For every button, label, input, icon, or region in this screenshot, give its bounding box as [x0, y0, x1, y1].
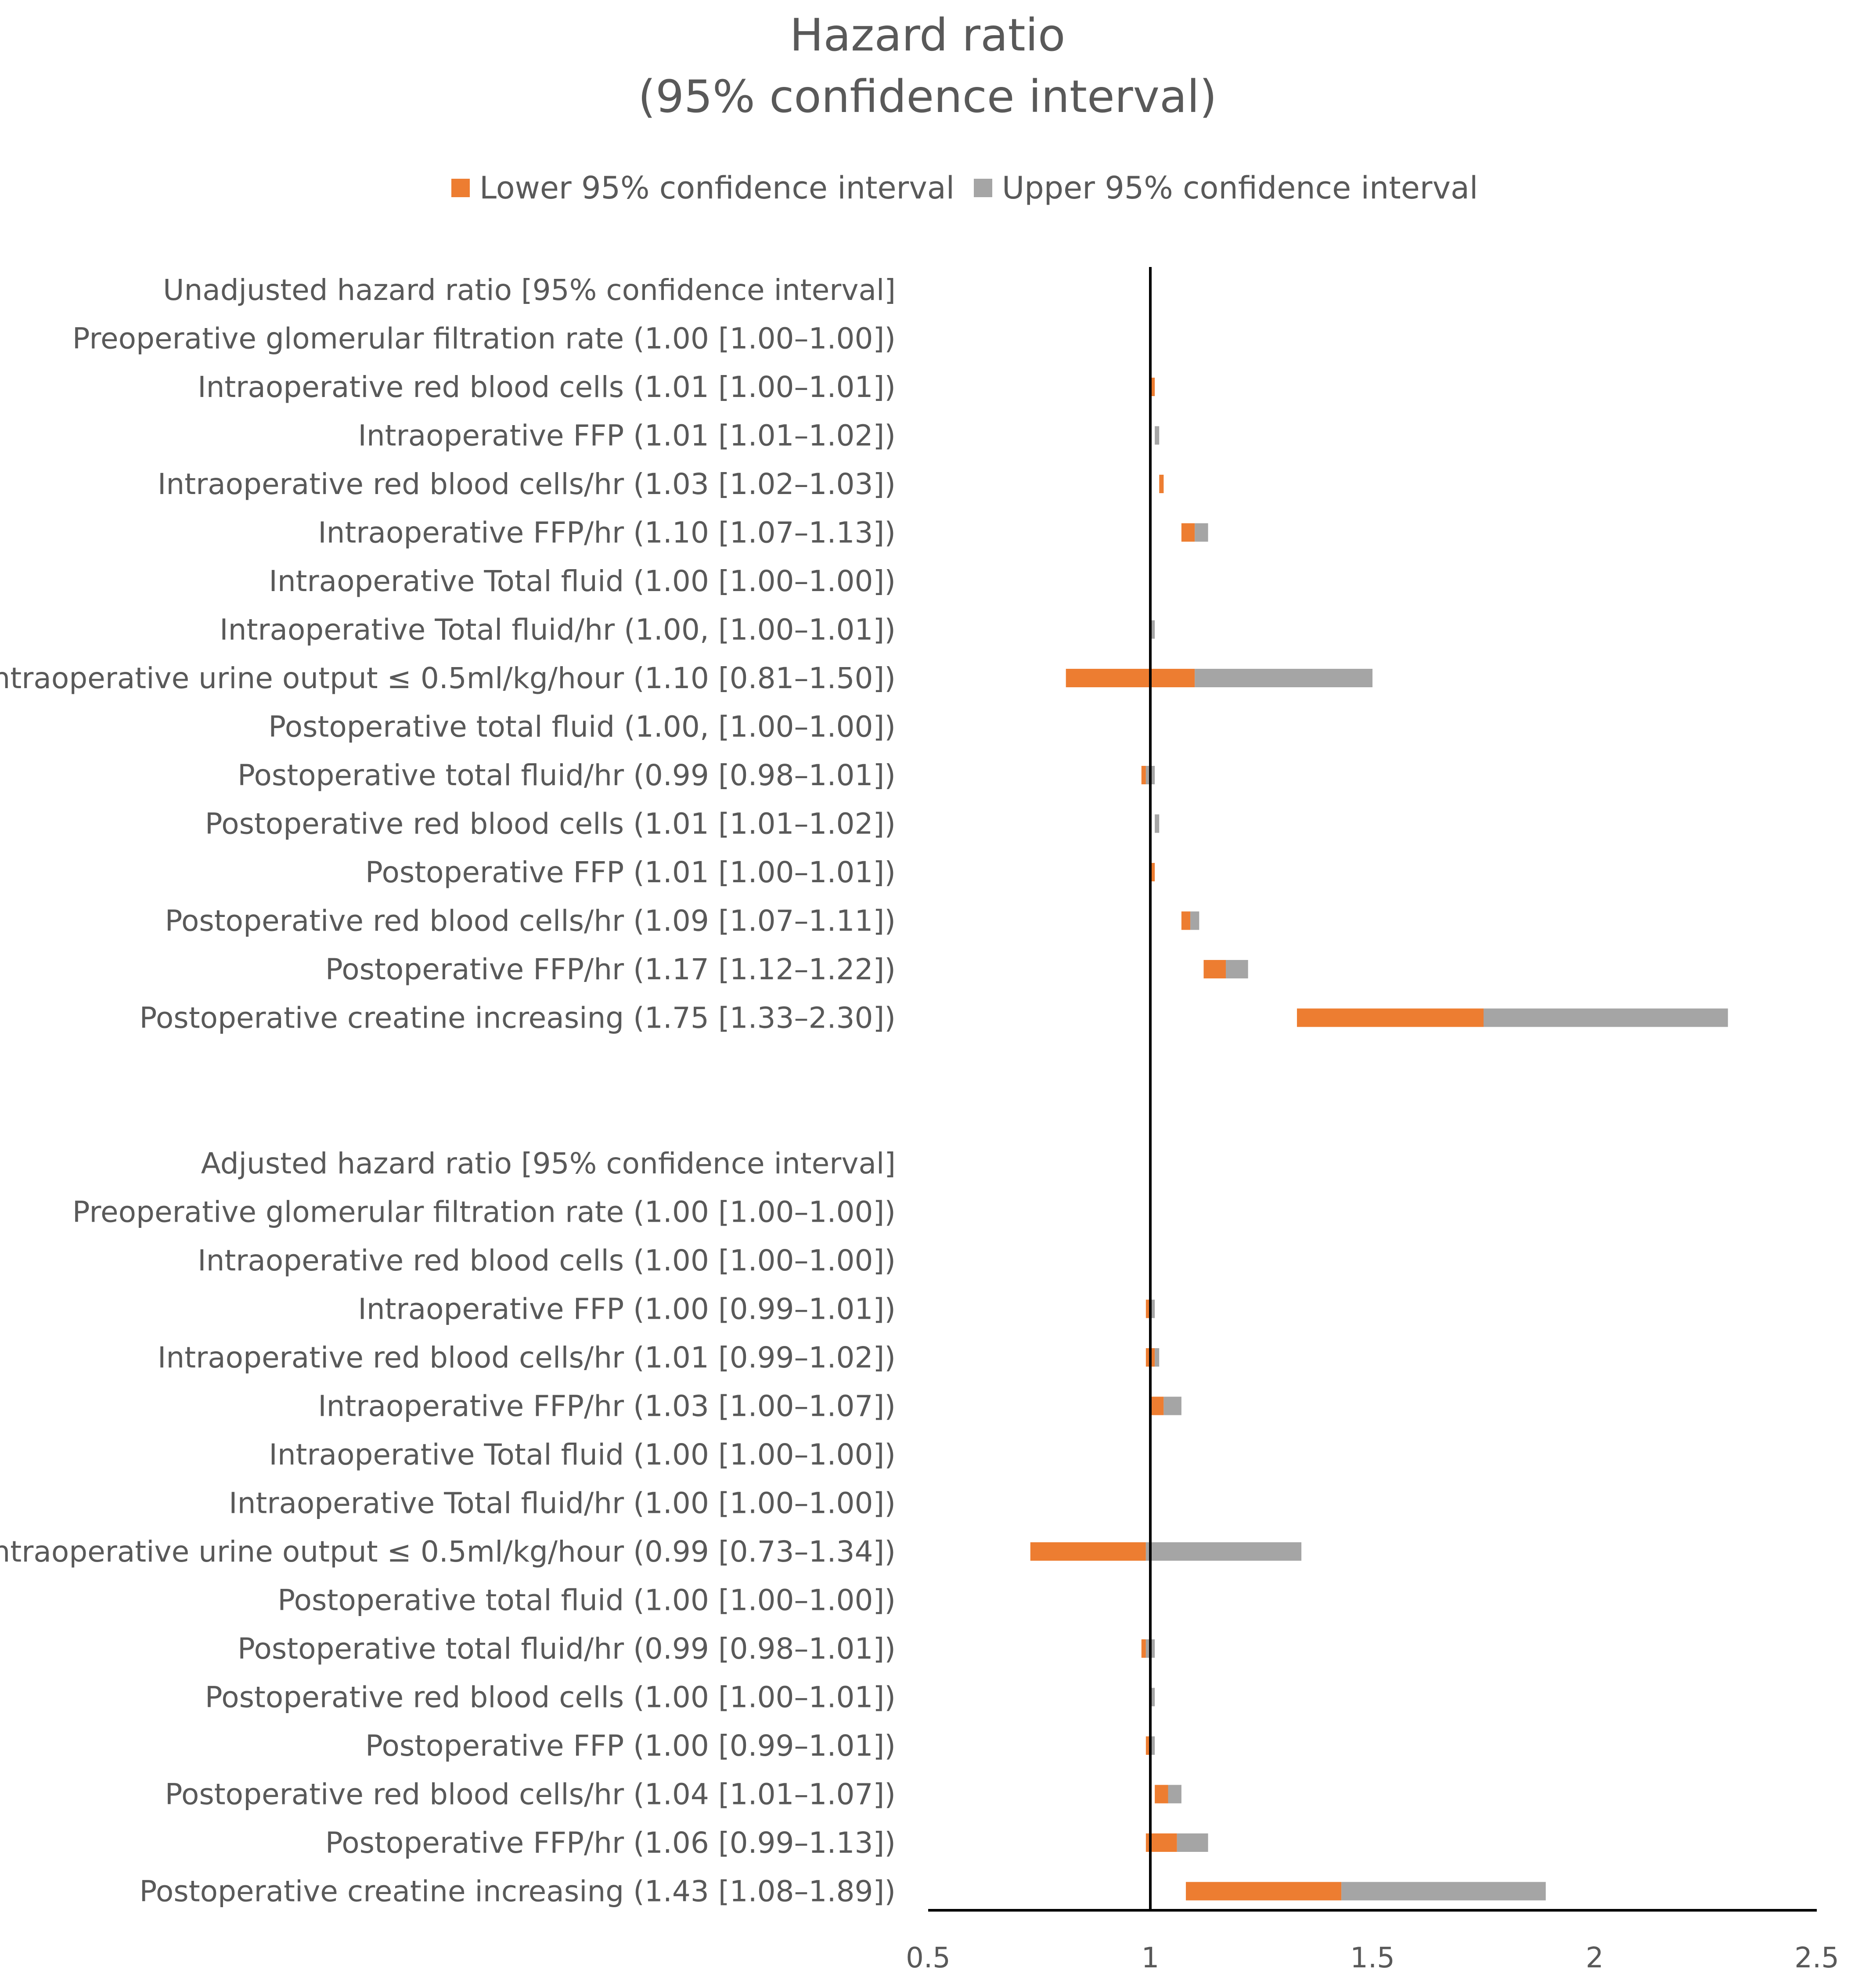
lower-ci-bar	[1155, 1785, 1168, 1804]
legend-item-upper-ci: Upper 95% confidence interval	[974, 170, 1478, 206]
row-label: Postoperative red blood cells/hr (1.04 […	[165, 1778, 896, 1811]
row-label: Intraoperative FFP/hr (1.03 [1.00–1.07])	[318, 1389, 896, 1423]
row-label: Postoperative FFP/hr (1.06 [0.99–1.13])	[325, 1826, 896, 1860]
lower-ci-bar	[1141, 766, 1146, 784]
lower-ci-bar	[1150, 863, 1155, 881]
upper-ci-bar	[1145, 1542, 1302, 1561]
row-label: Intraoperative red blood cells/hr (1.01 …	[158, 1341, 896, 1375]
lower-ci-bar	[1145, 1299, 1150, 1318]
row-label: Preoperative glomerular filtration rate …	[72, 322, 896, 356]
upper-ci-bar	[1226, 960, 1248, 978]
chart-title-line-1: Hazard ratio	[789, 9, 1066, 61]
row-label: Postoperative total fluid/hr (0.99 [0.98…	[238, 758, 896, 792]
row-label: Intraoperative red blood cells (1.00 [1.…	[198, 1244, 896, 1277]
lower-ci-bar	[1159, 475, 1164, 493]
row-label: Postoperative creatine increasing (1.43 …	[139, 1875, 896, 1909]
row-label: Postoperative FFP (1.00 [0.99–1.01])	[365, 1729, 896, 1763]
row-label: Intraoperative Total fluid (1.00 [1.00–1…	[269, 564, 896, 598]
lower-ci-bar	[1030, 1542, 1146, 1561]
row-label: Postoperative FFP/hr (1.17 [1.12–1.22])	[325, 953, 896, 986]
row-label: Postoperative red blood cells (1.01 [1.0…	[205, 807, 896, 841]
row-label: Intraoperative FFP (1.01 [1.01–1.02])	[358, 419, 896, 453]
upper-ci-bar	[1155, 814, 1160, 833]
section-header-label: Unadjusted hazard ratio [95% confidence …	[163, 273, 896, 307]
lower-ci-bar	[1185, 1882, 1342, 1901]
x-tick-label: 2.5	[1794, 1942, 1839, 1974]
upper-ci-bar	[1163, 1396, 1181, 1415]
row-label: Postoperative total fluid (1.00, [1.00–1…	[268, 710, 896, 744]
x-tick-label: 1	[1142, 1942, 1160, 1974]
lower-ci-bar	[1150, 1396, 1164, 1415]
row-label: Intraoperative FFP/hr (1.10 [1.07–1.13])	[318, 516, 896, 550]
lower-ci-bar	[1297, 1008, 1484, 1027]
upper-ci-bar	[1150, 620, 1155, 639]
row-label: Postoperative red blood cells/hr (1.09 […	[165, 904, 896, 938]
upper-ci-bar	[1155, 426, 1160, 445]
row-label: Intraoperative Total fluid/hr (1.00 [1.0…	[229, 1486, 896, 1520]
lower-ci-bar	[1145, 1736, 1150, 1755]
upper-ci-bar	[1341, 1882, 1546, 1901]
upper-ci-bar	[1195, 669, 1372, 687]
upper-ci-bar	[1155, 1348, 1160, 1367]
row-label: Postoperative red blood cells (1.00 [1.0…	[205, 1681, 896, 1714]
row-label: Intraoperative Total fluid/hr (1.00, [1.…	[220, 613, 896, 647]
section-header-label: Adjusted hazard ratio [95% confidence in…	[201, 1147, 896, 1180]
x-tick-label: 2	[1586, 1942, 1604, 1974]
row-label: Intraoperative red blood cells/hr (1.03 …	[158, 467, 896, 501]
legend-swatch-upper-ci	[974, 179, 992, 197]
lower-ci-bar	[1150, 378, 1155, 396]
lower-ci-bar	[1181, 911, 1191, 930]
row-label: Intraoperative urine output ≤ 0.5ml/kg/h…	[0, 1535, 896, 1569]
row-label: Intraoperative FFP (1.00 [0.99–1.01])	[358, 1292, 896, 1326]
lower-ci-bar	[1066, 669, 1195, 687]
upper-ci-bar	[1168, 1785, 1181, 1804]
x-tick-label: 1.5	[1350, 1942, 1395, 1974]
legend-label-upper-ci: Upper 95% confidence interval	[1002, 170, 1478, 206]
row-label: Intraoperative red blood cells (1.01 [1.…	[198, 370, 896, 404]
upper-ci-bar	[1190, 911, 1199, 930]
upper-ci-bar	[1484, 1008, 1728, 1027]
chart-title-line-2: (95% confidence interval)	[638, 71, 1217, 123]
row-label: Postoperative total fluid (1.00 [1.00–1.…	[277, 1584, 896, 1617]
lower-ci-bar	[1203, 960, 1226, 978]
row-label: Preoperative glomerular filtration rate …	[72, 1195, 896, 1229]
legend-swatch-lower-ci	[451, 179, 470, 197]
upper-ci-bar	[1195, 523, 1208, 542]
row-label: Intraoperative Total fluid (1.00 [1.00–1…	[269, 1438, 896, 1472]
row-label: Postoperative creatine increasing (1.75 …	[139, 1001, 896, 1035]
row-label: Postoperative FFP (1.01 [1.00–1.01])	[365, 855, 896, 889]
legend-label-lower-ci: Lower 95% confidence interval	[479, 170, 955, 206]
legend-item-lower-ci: Lower 95% confidence interval	[451, 170, 955, 206]
row-label: Postoperative total fluid/hr (0.99 [0.98…	[238, 1632, 896, 1666]
upper-ci-bar	[1150, 1688, 1155, 1707]
upper-ci-bar	[1150, 1299, 1155, 1318]
upper-ci-bar	[1150, 1736, 1155, 1755]
row-label: Intraoperative urine output ≤ 0.5ml/kg/h…	[0, 661, 896, 695]
lower-ci-bar	[1141, 1639, 1146, 1658]
upper-ci-bar	[1177, 1833, 1208, 1852]
x-tick-label: 0.5	[906, 1942, 951, 1974]
lower-ci-bar	[1181, 523, 1195, 542]
